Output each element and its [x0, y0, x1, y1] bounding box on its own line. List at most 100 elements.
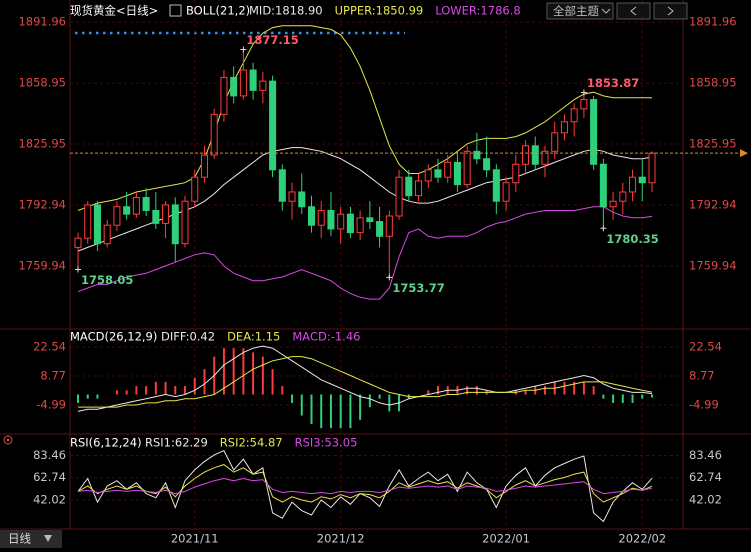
extreme-marker	[386, 274, 393, 281]
candle-body	[142, 197, 150, 211]
theme-button[interactable]: 全部主题	[546, 2, 614, 20]
candle-body	[210, 113, 218, 156]
candle-body	[278, 169, 286, 202]
candle-body	[84, 204, 92, 239]
indicator-icon	[169, 4, 182, 17]
candle-body	[453, 161, 461, 186]
candle-body	[580, 99, 588, 110]
candle-body	[317, 209, 325, 226]
candle-body	[327, 209, 335, 230]
extreme-label: 1753.77	[392, 281, 444, 295]
candle-body	[249, 69, 257, 91]
candle-body	[395, 176, 403, 217]
candle-body	[259, 80, 267, 91]
candle-body	[619, 191, 627, 202]
candle-body	[599, 163, 607, 208]
candle-body	[220, 76, 228, 115]
tab-frame[interactable]	[0, 530, 62, 548]
legend-entry: DEA:1.15	[227, 330, 280, 344]
candle-body	[181, 200, 189, 245]
period-tab[interactable]: 日线	[0, 530, 62, 548]
y-tick-label: 1759.94	[18, 258, 66, 272]
plot-layer: 2021/11 2021/12 2022/01 2022/02 1891.96 1891.…	[18, 0, 748, 546]
candle-body	[93, 204, 101, 245]
x-tick-label: 2021/11	[171, 532, 219, 546]
extreme-label: 1780.35	[606, 232, 658, 246]
x-tick-label: 2021/12	[317, 532, 365, 546]
candle-body	[424, 169, 432, 182]
tab-arrow[interactable]	[44, 535, 52, 542]
extreme-label: 1877.15	[246, 33, 298, 47]
y-tick-label: 1792.94	[689, 198, 737, 212]
legend-entry: LOWER:1786.8	[435, 4, 520, 18]
y-tick-label: -4.99	[689, 398, 719, 412]
y-tick-label: -4.99	[36, 398, 66, 412]
indicator-name: BOLL(21,2)	[186, 4, 250, 18]
candle-body	[551, 132, 559, 152]
candle-body	[570, 108, 578, 123]
candle-body	[123, 206, 131, 215]
y-tick-label: 1858.95	[18, 76, 66, 90]
y-tick-label: 22.54	[689, 340, 722, 354]
candle-body	[298, 191, 306, 208]
settings-icon[interactable]	[3, 435, 13, 445]
candle-body	[405, 176, 413, 197]
y-tick-label: 1825.95	[18, 137, 66, 151]
settings-icon-dot[interactable]	[6, 438, 10, 442]
indicator-line	[77, 477, 653, 495]
y-tick-label: 1825.95	[689, 137, 737, 151]
y-tick-label: 83.46	[33, 448, 66, 462]
dropdown-arrow[interactable]	[601, 8, 611, 14]
candle-body	[522, 145, 530, 165]
candle-body	[502, 182, 510, 202]
indicator-line	[77, 449, 653, 523]
candle-body	[648, 152, 656, 184]
nav-button[interactable]	[653, 2, 688, 20]
legend-entry: DIFF:0.42	[161, 330, 215, 344]
extreme-label: 1758.05	[81, 273, 133, 287]
candle-body	[609, 200, 617, 208]
button-label[interactable]: 全部主题	[553, 4, 599, 18]
candle-body	[269, 80, 277, 171]
extreme-marker	[600, 225, 607, 232]
nav-arrow[interactable]	[667, 6, 674, 16]
candle-body	[366, 217, 374, 223]
candle-body	[191, 176, 199, 202]
nav-arrow[interactable]	[630, 6, 637, 16]
candle-body	[434, 169, 442, 178]
candle-body	[512, 163, 520, 184]
y-tick-label: 22.54	[33, 340, 66, 354]
y-tick-label: 62.74	[33, 470, 66, 484]
extreme-marker	[240, 46, 247, 53]
legend-entry: MID:1818.90	[249, 4, 323, 18]
candle-body	[629, 176, 637, 193]
y-tick-label: 8.77	[40, 369, 66, 383]
y-tick-label: 83.46	[689, 448, 722, 462]
candle-body	[346, 213, 354, 234]
legend-entry: RSI3:53.05	[295, 436, 358, 450]
nav-button[interactable]	[616, 2, 651, 20]
x-tick-label: 2022/01	[482, 532, 530, 546]
y-tick-label: 8.77	[689, 369, 715, 383]
candle-body	[638, 176, 646, 184]
candle-body	[473, 150, 481, 160]
panel-title: RSI(6,12,24)	[70, 436, 142, 450]
legend-entry: RSI1:62.29	[145, 436, 208, 450]
candle-body	[74, 237, 82, 248]
y-tick-label: 1759.94	[689, 258, 737, 272]
candle-body	[171, 204, 179, 245]
legend-entry: MACD:-1.46	[292, 330, 360, 344]
candle-body	[239, 69, 247, 97]
button-frame[interactable]	[546, 2, 614, 20]
y-tick-label: 1858.95	[689, 76, 737, 90]
y-tick-label: 1891.96	[18, 15, 66, 29]
candle-body	[463, 150, 471, 186]
y-tick-label: 42.02	[689, 492, 722, 506]
y-tick-label: 62.74	[689, 470, 722, 484]
extreme-label: 1853.87	[587, 76, 639, 90]
tab-label[interactable]: 日线	[8, 532, 31, 546]
legend-entry: UPPER:1850.99	[335, 4, 424, 18]
